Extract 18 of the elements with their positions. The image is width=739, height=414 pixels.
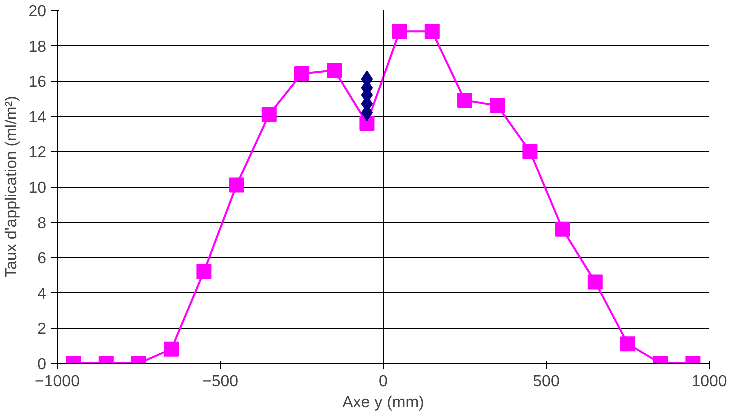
y-tick-label: 0 bbox=[38, 356, 47, 374]
y-tick-label: 14 bbox=[28, 109, 47, 126]
x-axis-title: Axe y (mm) bbox=[342, 394, 424, 412]
x-tick-label: 1000 bbox=[692, 374, 728, 390]
x-tick-label: −1000 bbox=[35, 374, 80, 390]
x-tick-label: 0 bbox=[379, 374, 388, 390]
y-tick-label: 20 bbox=[28, 4, 47, 20]
y-tick-label: 6 bbox=[38, 250, 47, 268]
y-tick-label: 10 bbox=[28, 180, 47, 197]
x-tick-label: 500 bbox=[533, 374, 560, 390]
y-tick-label: 16 bbox=[28, 74, 47, 92]
y-tick-label: 2 bbox=[38, 321, 47, 338]
y-axis-title: Taux d'application (ml/m²) bbox=[4, 96, 21, 278]
y-tick-label: 12 bbox=[28, 144, 47, 162]
y-tick-label: 4 bbox=[38, 286, 47, 303]
x-tick-label: −500 bbox=[202, 374, 239, 390]
y-tick-label: 8 bbox=[38, 215, 47, 232]
y-tick-label: 18 bbox=[28, 38, 47, 56]
